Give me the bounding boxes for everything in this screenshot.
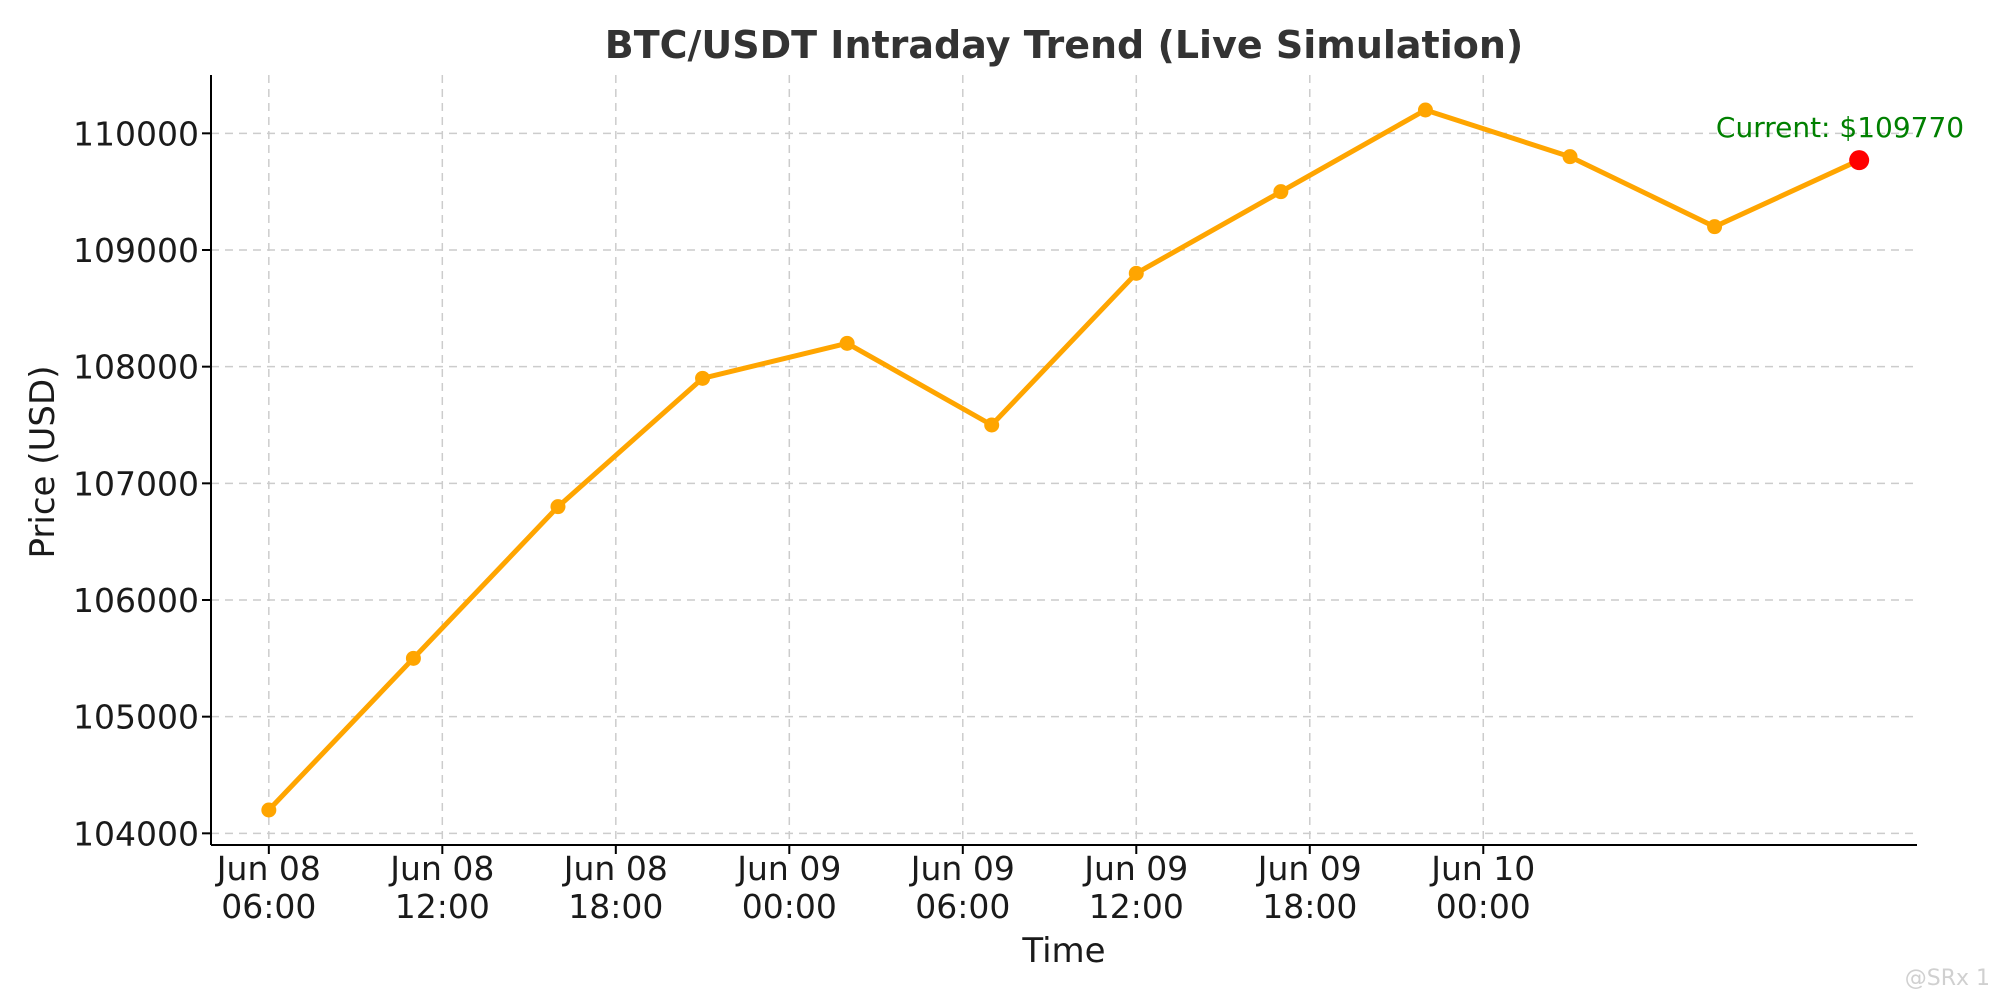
axes bbox=[210, 75, 1917, 846]
x-axis-ticks: Jun 08 06:00 Jun 08 12:00 Jun 08 18:00 Jun 09 0… bbox=[215, 845, 1535, 926]
x-tick-label: Jun 09 18:00 bbox=[1256, 849, 1362, 926]
x-tick-label: Jun 09 12:00 bbox=[1082, 849, 1188, 926]
data-point bbox=[1562, 149, 1578, 165]
x-tick-label: Jun 09 06:00 bbox=[909, 849, 1015, 926]
y-tick-label: 108000 bbox=[73, 348, 199, 387]
watermark-text: @SRx 1 bbox=[1905, 966, 1990, 991]
grid bbox=[211, 75, 1917, 845]
data-point bbox=[1707, 219, 1723, 235]
x-axis-title: Time bbox=[1021, 931, 1105, 971]
x-tick-label: Jun 08 12:00 bbox=[388, 849, 494, 926]
x-tick-label: Jun 10 00:00 bbox=[1429, 849, 1535, 926]
y-tick-label: 106000 bbox=[73, 581, 199, 620]
series-line bbox=[266, 107, 1862, 813]
data-point bbox=[1273, 184, 1289, 200]
data-point bbox=[405, 650, 421, 666]
y-axis-title: Price (USD) bbox=[23, 366, 63, 559]
y-tick-label: 105000 bbox=[73, 698, 199, 737]
x-tick-label: Jun 09 00:00 bbox=[735, 849, 841, 926]
y-tick-label: 110000 bbox=[73, 114, 199, 153]
price-series bbox=[261, 102, 1870, 818]
data-point bbox=[1128, 265, 1144, 281]
data-point bbox=[1417, 102, 1433, 118]
current-price-annotation: Current: $109770 bbox=[1716, 111, 1964, 144]
x-tick-label: Jun 08 18:00 bbox=[562, 849, 668, 926]
data-point bbox=[839, 335, 855, 351]
data-point bbox=[695, 370, 711, 386]
chart-title: BTC/USDT Intraday Trend (Live Simulation… bbox=[605, 23, 1524, 67]
current-price-marker bbox=[1849, 150, 1870, 171]
data-point bbox=[984, 417, 1000, 433]
y-tick-label: 109000 bbox=[73, 231, 199, 270]
data-point bbox=[261, 802, 277, 818]
y-tick-label: 107000 bbox=[73, 464, 199, 503]
y-tick-label: 104000 bbox=[73, 814, 199, 853]
x-tick-label: Jun 08 06:00 bbox=[215, 849, 321, 926]
y-axis-ticks: 104000 105000 106000 107000 108000 109000 1100… bbox=[73, 114, 211, 853]
data-point bbox=[550, 499, 566, 515]
